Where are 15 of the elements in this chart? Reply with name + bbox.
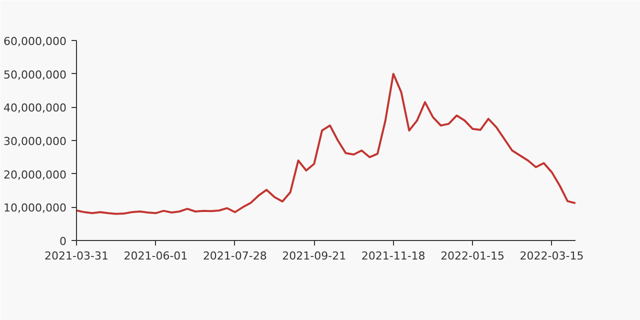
x-tick-label: 2022-03-15: [520, 250, 584, 262]
y-tick-label: 50,000,000: [4, 68, 67, 82]
line-series: [76, 72, 576, 215]
y-tick-label: 30,000,000: [4, 135, 67, 148]
x-tick-label: 2021-09-21: [282, 250, 346, 262]
y-tick-label: 20,000,000: [4, 168, 67, 182]
x-tick-label: 2021-06-01: [124, 250, 188, 262]
x-tick-label: 2022-01-15: [440, 250, 505, 262]
y-tick-label: 0: [60, 235, 66, 248]
y-tick-label: 40,000,000: [4, 102, 67, 115]
y-tick-label: 60,000,000: [4, 35, 67, 48]
x-tick-label: 2021-11-18: [361, 250, 426, 262]
y-tick-label: 10,000,000: [4, 202, 67, 215]
x-tick-label: 2021-03-31: [44, 250, 108, 262]
x-tick-label: 2021-07-28: [202, 250, 267, 262]
